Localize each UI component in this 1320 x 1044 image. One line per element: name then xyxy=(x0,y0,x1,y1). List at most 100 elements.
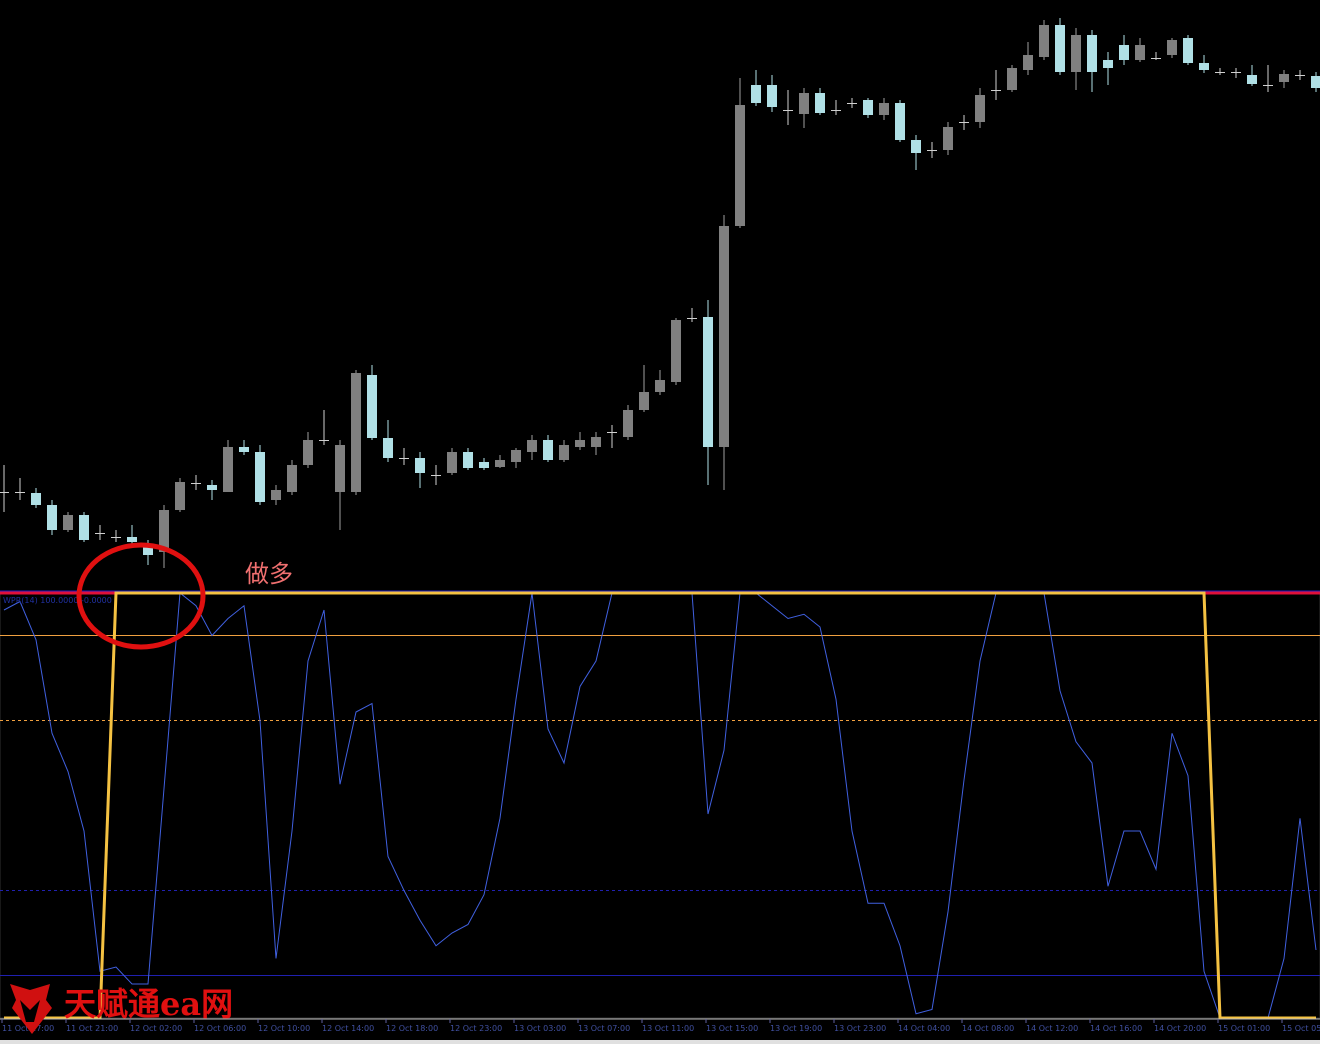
candle-body xyxy=(1311,76,1320,88)
candle-body xyxy=(719,226,729,447)
candle-body xyxy=(879,103,889,115)
candle-body xyxy=(735,105,745,226)
candle-body xyxy=(1247,75,1257,84)
candle-body xyxy=(127,537,137,542)
logo xyxy=(10,984,52,1034)
candle-body xyxy=(1263,85,1273,86)
candle-body xyxy=(1039,25,1049,57)
candle-body xyxy=(447,452,457,473)
candle-body xyxy=(95,533,105,534)
candle-body xyxy=(111,537,121,538)
candle-body xyxy=(191,483,201,484)
x-tick-label: 14 Oct 08:00 xyxy=(962,1024,1014,1033)
candle-body xyxy=(351,373,361,492)
candle-body xyxy=(207,485,217,490)
candle-body xyxy=(1135,45,1145,60)
candle-body xyxy=(1103,60,1113,68)
annotation: 做多 xyxy=(245,560,293,588)
candle-body xyxy=(175,482,185,510)
candle-body xyxy=(623,410,633,437)
candle-body xyxy=(767,85,777,107)
candle-body xyxy=(927,150,937,151)
candle-body xyxy=(1183,38,1193,63)
candle-body xyxy=(271,490,281,500)
candle-body xyxy=(1151,58,1161,59)
candle-body xyxy=(543,440,553,460)
candle-body xyxy=(239,447,249,452)
candle-body xyxy=(943,127,953,150)
x-tick-label: 14 Oct 16:00 xyxy=(1090,1024,1142,1033)
indicator-line xyxy=(4,591,1316,1020)
candle-body xyxy=(751,85,761,103)
candle-body xyxy=(47,505,57,530)
x-tick-label: 12 Oct 23:00 xyxy=(450,1024,502,1033)
candle-body xyxy=(591,437,601,447)
candle-body xyxy=(479,462,489,468)
candle-body xyxy=(79,515,89,540)
candle-body xyxy=(463,452,473,468)
candle-body xyxy=(383,438,393,458)
candle-body xyxy=(847,103,857,104)
candle-body xyxy=(687,318,697,319)
candle-body xyxy=(911,140,921,153)
candle-body xyxy=(671,320,681,382)
candle-body xyxy=(1023,55,1033,70)
candle-body xyxy=(655,380,665,392)
candle-body xyxy=(495,460,505,467)
time-axis xyxy=(0,1019,1320,1044)
candle-body xyxy=(223,447,233,492)
x-tick-label: 12 Oct 02:00 xyxy=(130,1024,182,1033)
candle-body xyxy=(1167,40,1177,55)
candle-body xyxy=(31,493,41,505)
indicator-label: WPR(14) 100.0000 -0.0000 xyxy=(3,596,112,605)
candle-body xyxy=(703,317,713,447)
candle-body xyxy=(783,110,793,111)
candle-body xyxy=(959,122,969,123)
candle-body xyxy=(815,93,825,113)
candle-body xyxy=(319,440,329,441)
candle-body xyxy=(303,440,313,465)
scroll-bar xyxy=(0,1040,1320,1044)
candle-body xyxy=(1071,35,1081,72)
candle-body xyxy=(367,375,377,438)
x-tick-label: 12 Oct 14:00 xyxy=(322,1024,374,1033)
candle-body xyxy=(415,458,425,473)
candle-body xyxy=(607,432,617,433)
candle-body xyxy=(799,93,809,114)
candle-body xyxy=(1199,63,1209,70)
x-tick-label: 14 Oct 20:00 xyxy=(1154,1024,1206,1033)
x-tick-label: 12 Oct 10:00 xyxy=(258,1024,310,1033)
x-tick-label: 15 Oct 01:00 xyxy=(1218,1024,1270,1033)
candle-body xyxy=(975,95,985,122)
candle-body xyxy=(1007,68,1017,90)
candle-body xyxy=(63,515,73,530)
candle-body xyxy=(1087,35,1097,72)
x-tick-label: 13 Oct 07:00 xyxy=(578,1024,630,1033)
candle-body xyxy=(1215,72,1225,73)
candle-body xyxy=(1279,74,1289,82)
candle-body xyxy=(639,392,649,410)
candle-body xyxy=(1231,72,1241,73)
candle-body xyxy=(159,510,169,552)
x-tick-label: 12 Oct 18:00 xyxy=(386,1024,438,1033)
candle-body xyxy=(527,440,537,452)
candle-body xyxy=(335,445,345,492)
x-tick-label: 13 Oct 19:00 xyxy=(770,1024,822,1033)
candle-body xyxy=(511,450,521,462)
candle-body xyxy=(991,90,1001,91)
candle-body xyxy=(431,475,441,476)
candle-body xyxy=(575,440,585,447)
x-tick-label: 13 Oct 11:00 xyxy=(642,1024,694,1033)
candle-body xyxy=(1119,45,1129,60)
candle-body xyxy=(287,465,297,492)
candle-body xyxy=(0,492,9,493)
x-tick-label: 13 Oct 23:00 xyxy=(834,1024,886,1033)
candle-body xyxy=(143,545,153,555)
candle-body xyxy=(255,452,265,502)
x-tick-label: 13 Oct 03:00 xyxy=(514,1024,566,1033)
candle-body xyxy=(1295,75,1305,76)
candle-body xyxy=(399,458,409,459)
candle-body xyxy=(895,103,905,140)
